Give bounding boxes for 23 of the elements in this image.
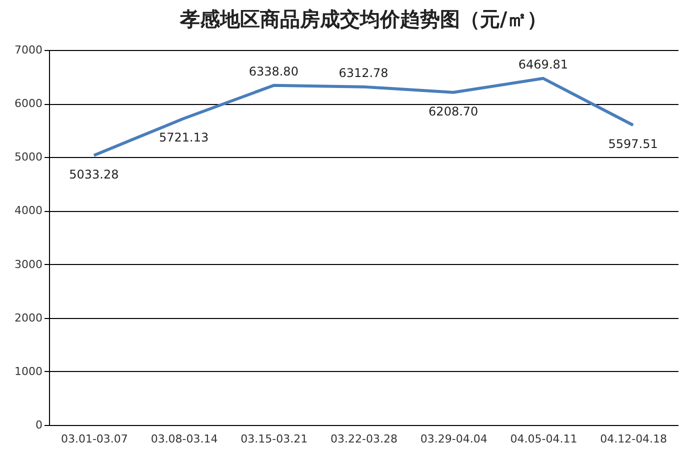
- y-tick-label: 4000: [14, 204, 42, 218]
- y-tick-label: 1000: [14, 364, 42, 378]
- data-label: 5721.13: [158, 130, 209, 145]
- x-tick-label: 04.05-04.11: [510, 432, 578, 446]
- x-tick-label: 04.12-04.18: [600, 432, 668, 446]
- y-tick-label: 5000: [14, 150, 42, 164]
- x-tick-label: 03.08-03.14: [150, 432, 218, 446]
- x-tick-label: 03.01-03.07: [60, 432, 128, 446]
- data-label: 6338.80: [248, 64, 298, 78]
- y-tick-label: 2000: [14, 311, 42, 324]
- data-label: 6312.78: [338, 66, 388, 80]
- data-label: 5597.51: [608, 137, 658, 152]
- y-tick-label: 0: [36, 418, 42, 432]
- data-label: 6208.70: [428, 104, 478, 118]
- x-tick-label: 03.15-03.21: [240, 432, 308, 446]
- y-tick-label: 6000: [14, 97, 42, 110]
- x-tick-label: 03.22-03.28: [330, 432, 398, 446]
- y-tick-label: 7000: [14, 44, 42, 56]
- chart-title: 孝感地区商品房成交均价趋势图（元/㎡）: [178, 7, 548, 31]
- data-label: 6469.81: [518, 57, 568, 72]
- y-tick-label: 3000: [14, 258, 42, 271]
- x-tick-label: 03.29-04.04: [420, 432, 488, 446]
- data-label: 5033.28: [69, 167, 119, 182]
